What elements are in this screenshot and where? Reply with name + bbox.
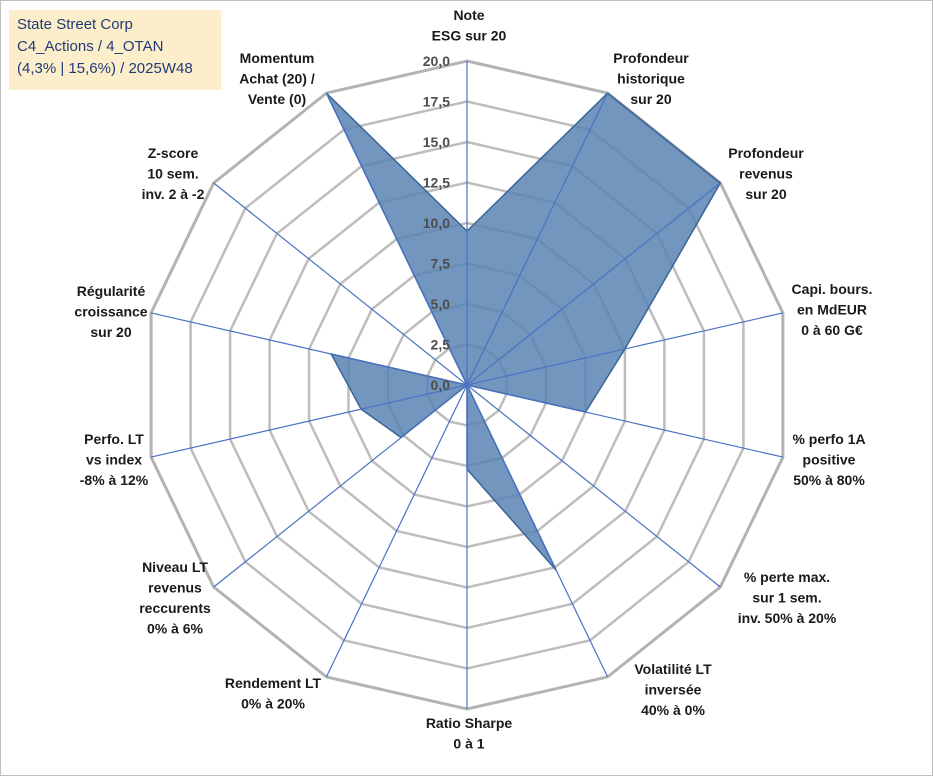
- axis-label: % perte max. sur 1 sem. inv. 50% à 20%: [738, 569, 837, 626]
- axis-label-line: Perfo. LT: [84, 431, 144, 447]
- axis-label: Momentum Achat (20) / Vente (0): [239, 50, 315, 107]
- axis-label-line: 50% à 80%: [793, 472, 865, 488]
- axis-spoke: [150, 384, 468, 458]
- tick-label: 5,0: [431, 296, 451, 312]
- axis-label-line: inv. 50% à 20%: [738, 610, 837, 626]
- axis-label-line: 0 à 1: [453, 736, 484, 752]
- axis-label-line: Note: [453, 7, 484, 23]
- axis-label-line: % perfo 1A: [792, 431, 865, 447]
- axis-label-line: -8% à 12%: [80, 472, 149, 488]
- tick-label: 0,0: [431, 377, 451, 393]
- axis-label: Capi. bours. en MdEUR 0 à 60 G€: [792, 281, 873, 338]
- axis-label: Niveau LT revenus reccurents 0% à 6%: [139, 559, 211, 637]
- axis-label-line: 0% à 20%: [241, 696, 305, 712]
- axis-label-line: sur 1 sem.: [752, 590, 821, 606]
- axis-label-line: inversée: [645, 682, 702, 698]
- axis-spoke: [466, 182, 721, 386]
- tick-label: 17,5: [423, 94, 450, 110]
- axis-label-line: ESG sur 20: [432, 28, 507, 44]
- info-stats: (4,3% | 15,6%) / 2025W48: [17, 60, 193, 77]
- axis-label: Régularité croissance sur 20: [74, 283, 147, 340]
- axis-label-line: Z-score: [148, 145, 199, 161]
- tick-label: 7,5: [431, 256, 451, 272]
- axis-label-line: en MdEUR: [797, 302, 867, 318]
- axis-spoke: [466, 384, 721, 588]
- axis-label: Rendement LT 0% à 20%: [225, 675, 322, 712]
- axis-label: Perfo. LT vs index -8% à 12%: [80, 431, 149, 488]
- info-company: State Street Corp: [17, 16, 133, 33]
- axis-label-line: revenus: [148, 580, 202, 596]
- axis-label-line: Profondeur: [613, 50, 689, 66]
- axis-label-line: Volatilité LT: [634, 661, 712, 677]
- axis-spoke: [150, 312, 468, 386]
- axis-label-line: Rendement LT: [225, 675, 322, 691]
- tick-label: 20,0: [423, 53, 450, 69]
- axis-label-line: % perte max.: [744, 569, 830, 585]
- axis-label: Profondeur historique sur 20: [613, 50, 689, 107]
- axis-spoke: [466, 384, 784, 458]
- axis-spoke: [213, 384, 468, 588]
- axis-label-line: inv. 2 à -2: [142, 186, 205, 202]
- axis-label-line: Régularité: [77, 283, 146, 299]
- axis-spoke: [466, 384, 609, 678]
- info-category: C4_Actions / 4_OTAN: [17, 38, 164, 55]
- axis-spoke: [466, 312, 784, 386]
- axis-spoke: [213, 182, 468, 386]
- axis-label-line: Achat (20) /: [239, 71, 315, 87]
- axis-label-line: 0% à 6%: [147, 621, 204, 637]
- axis-label-line: sur 20: [745, 186, 786, 202]
- axis-label-line: sur 20: [90, 324, 131, 340]
- axis-label-line: Profondeur: [728, 145, 804, 161]
- axis-label-line: 10 sem.: [147, 166, 198, 182]
- axis-label-line: Ratio Sharpe: [426, 715, 513, 731]
- axis-label: Profondeur revenus sur 20: [728, 145, 804, 202]
- axis-label-line: Capi. bours.: [792, 281, 873, 297]
- axis-spoke: [466, 92, 609, 386]
- axis-label-line: reccurents: [139, 600, 211, 616]
- axis-label-line: Vente (0): [248, 91, 306, 107]
- tick-label: 2,5: [431, 337, 451, 353]
- axis-label: Note ESG sur 20: [432, 7, 507, 44]
- axis-label-line: vs index: [86, 452, 142, 468]
- axis-label: Volatilité LT inversée 40% à 0%: [634, 661, 712, 718]
- tick-label: 12,5: [423, 175, 450, 191]
- axis-label: Z-score 10 sem. inv. 2 à -2: [142, 145, 205, 202]
- axis-label-line: sur 20: [630, 91, 671, 107]
- info-box: State Street Corp C4_Actions / 4_OTAN (4…: [9, 10, 221, 90]
- axis-spoke: [325, 384, 468, 678]
- axis-label-line: revenus: [739, 166, 793, 182]
- axis-spoke: [325, 92, 468, 386]
- tick-label: 15,0: [423, 134, 450, 150]
- axis-label-line: 0 à 60 G€: [801, 322, 863, 338]
- axis-label: % perfo 1A positive 50% à 80%: [792, 431, 865, 488]
- axis-label-line: 40% à 0%: [641, 702, 705, 718]
- axis-label-line: Niveau LT: [142, 559, 208, 575]
- axis-label: Ratio Sharpe 0 à 1: [426, 715, 513, 752]
- axis-label-line: historique: [617, 71, 685, 87]
- axis-label-line: croissance: [74, 304, 147, 320]
- tick-label: 10,0: [423, 215, 450, 231]
- axis-label-line: positive: [803, 452, 856, 468]
- axis-label-line: Momentum: [240, 50, 315, 66]
